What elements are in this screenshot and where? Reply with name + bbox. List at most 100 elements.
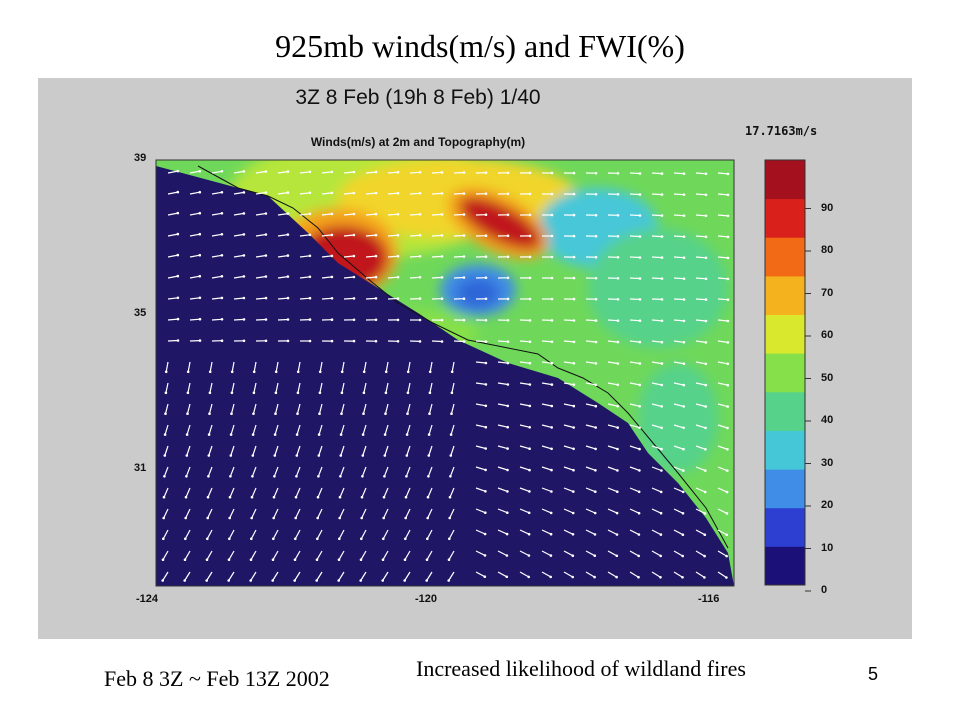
wind-arrow-head <box>726 362 730 366</box>
wind-arrow <box>255 191 266 195</box>
wind-arrow-head <box>462 255 466 258</box>
wind-arrow <box>250 550 257 560</box>
wind-arrow-head <box>660 214 664 217</box>
wind-arrow-head <box>550 361 554 365</box>
wind-arrow <box>383 508 389 519</box>
wind-arrow-head <box>550 297 554 301</box>
wind-arrow-head <box>272 516 275 520</box>
wind-arrow-head <box>637 533 641 536</box>
wind-arrow-head <box>405 454 409 457</box>
wind-arrow <box>450 403 455 414</box>
wind-arrow <box>230 424 235 435</box>
wind-arrow-head <box>681 554 684 558</box>
wind-arrow <box>673 403 684 407</box>
wind-arrow <box>449 487 455 498</box>
wind-arrow <box>321 213 332 216</box>
wind-arrow <box>431 255 443 258</box>
wind-arrow <box>673 235 685 238</box>
colorbar-segment <box>765 507 805 547</box>
wind-arrow-head <box>186 412 189 416</box>
wind-arrow <box>233 233 244 237</box>
wind-arrow <box>409 213 421 216</box>
wind-arrow-head <box>593 554 597 557</box>
wind-arrow-head <box>359 579 363 582</box>
wind-arrow-head <box>162 537 165 541</box>
wind-arrow-head <box>164 391 168 395</box>
wind-arrow <box>318 424 323 435</box>
wind-arrow-head <box>425 558 429 561</box>
wind-arrow <box>585 508 596 514</box>
wind-arrow <box>629 403 640 407</box>
map-frame <box>155 159 735 587</box>
wind-arrow <box>519 487 530 492</box>
wind-arrow-head <box>330 318 334 321</box>
wind-arrow <box>673 319 685 322</box>
wind-arrow-head <box>308 212 312 216</box>
wind-arrow-head <box>462 340 466 343</box>
wind-arrow <box>651 172 663 175</box>
wind-arrow-head <box>527 575 530 579</box>
wind-arrow <box>409 171 421 174</box>
wind-arrow-head <box>549 575 552 579</box>
wind-arrow <box>519 466 530 471</box>
wind-arrow <box>673 214 685 217</box>
wind-arrow <box>409 276 421 279</box>
wind-arrow-head <box>616 214 620 217</box>
wind-arrow <box>717 382 728 386</box>
wind-arrow <box>448 529 455 540</box>
wind-arrow <box>404 529 411 540</box>
wind-arrow-head <box>330 275 334 279</box>
wind-arrow-head <box>264 296 268 300</box>
wind-arrow <box>519 340 531 343</box>
wind-arrow <box>717 298 729 301</box>
wind-arrow <box>208 424 213 435</box>
wind-arrow <box>361 508 367 519</box>
wind-arrow <box>277 318 289 321</box>
wind-arrow-head <box>572 447 575 451</box>
wind-arrow <box>317 508 323 519</box>
wind-arrow-head <box>637 554 640 558</box>
wind-arrow-head <box>659 490 663 494</box>
wind-arrow-head <box>725 554 728 558</box>
wind-arrow <box>717 424 728 429</box>
wind-arrow-head <box>176 190 180 194</box>
wind-arrow-head <box>220 318 224 321</box>
wind-arrow <box>519 361 530 364</box>
wind-arrow <box>717 403 728 408</box>
wind-arrow-head <box>638 193 642 196</box>
wind-arrow-head <box>594 171 598 175</box>
wind-arrow-head <box>186 370 190 374</box>
wind-arrow-head <box>294 537 297 541</box>
wind-arrow-head <box>616 235 620 238</box>
wind-arrow-head <box>660 256 664 259</box>
wind-arrow-head <box>638 447 641 451</box>
wind-arrow-head <box>404 537 407 541</box>
wind-arrow <box>233 318 245 321</box>
wind-arrow-head <box>286 170 290 173</box>
wind-arrow <box>585 319 597 322</box>
wind-arrow-head <box>550 255 554 259</box>
wind-arrow-head <box>264 191 268 194</box>
wind-arrow-head <box>449 433 453 436</box>
wind-arrow-head <box>340 370 344 374</box>
wind-arrow-head <box>418 318 422 322</box>
wind-arrow <box>406 424 411 435</box>
wind-arrow-head <box>616 447 619 451</box>
wind-arrow <box>189 318 201 321</box>
wind-arrow-head <box>406 412 409 416</box>
page-number: 5 <box>868 664 879 684</box>
wind-arrow-head <box>484 490 487 493</box>
colorbar-tick-label: 50 <box>821 371 834 384</box>
wind-arrow <box>383 487 389 498</box>
x-tick-label: -124 <box>136 593 159 605</box>
wind-arrow <box>206 550 213 560</box>
wind-arrow <box>299 276 310 279</box>
wind-arrow <box>673 193 685 196</box>
wind-arrow-head <box>352 233 356 237</box>
wind-arrow-head <box>704 319 708 323</box>
wind-arrow <box>451 382 455 393</box>
wind-arrow <box>295 508 301 519</box>
wind-arrow-head <box>682 193 686 196</box>
wind-arrow-head <box>571 575 574 579</box>
wind-arrow-head <box>403 579 407 582</box>
